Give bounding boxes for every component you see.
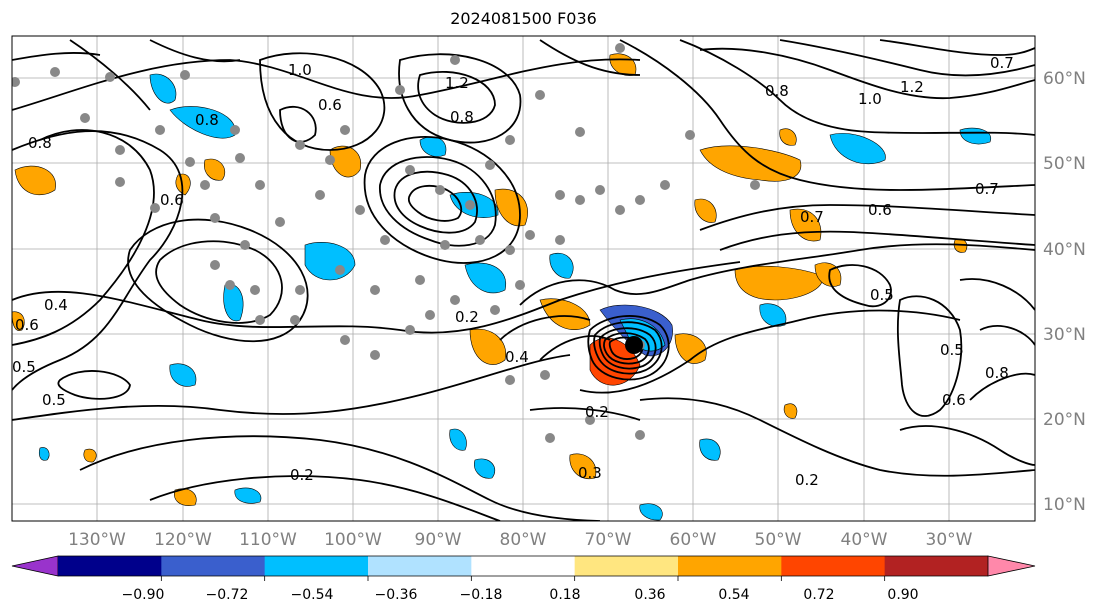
lat-tick-label: 40°N: [1043, 240, 1086, 260]
contour-label: 0.2: [585, 403, 609, 421]
contour-label: 0.6: [160, 191, 184, 209]
map-content: 0.2 0.2 0.2 0.2 0.3 0.4 0.4 0.5 0.5 0.5 …: [12, 36, 1035, 521]
colorbar-segment: [678, 556, 782, 576]
contour-label: 0.4: [505, 348, 529, 366]
contour-label: 0.6: [318, 96, 342, 114]
contour-label: 0.2: [290, 466, 314, 484]
contour-label: 0.7: [975, 180, 999, 198]
latitude-axis: 60°N 50°N 40°N 30°N 20°N 10°N: [1043, 69, 1086, 515]
contour-value-labels: 0.2 0.2 0.2 0.2 0.3 0.4 0.4 0.5 0.5 0.5 …: [12, 54, 1014, 489]
colorbar-segment: [781, 556, 886, 576]
contour-label: 0.6: [15, 316, 39, 334]
lon-tick-label: 60°W: [670, 530, 717, 550]
contour-label: 0.5: [12, 358, 36, 376]
contour-label: 0.5: [940, 341, 964, 359]
colorbar: −0.90 −0.72 −0.54 −0.36 −0.18 0.18 0.36 …: [11, 555, 1036, 603]
contour-label: 0.3: [578, 464, 602, 482]
colorbar-segment: [58, 556, 162, 576]
contour-label: 0.8: [985, 364, 1009, 382]
colorbar-tick-label: 0.18: [549, 587, 580, 603]
colorbar-tick-label: −0.36: [375, 587, 418, 603]
colorbar-tick-label: 0.36: [634, 587, 665, 603]
lon-tick-label: 30°W: [926, 530, 973, 550]
contour-label: 0.5: [42, 391, 66, 409]
colorbar-segment: [471, 556, 576, 576]
storm-center-marker: [625, 336, 643, 354]
lon-tick-label: 130°W: [68, 530, 126, 550]
contour-label: 0.2: [795, 471, 819, 489]
lon-tick-label: 80°W: [500, 530, 547, 550]
map-title: 2024081500 F036: [450, 9, 597, 28]
lat-tick-label: 60°N: [1043, 69, 1086, 89]
colorbar-segment: [574, 556, 679, 576]
lon-tick-label: 40°W: [841, 530, 888, 550]
map-frame-bg: [12, 36, 1035, 521]
shaded-anomalies: [12, 53, 992, 521]
colorbar-tick-labels: −0.90 −0.72 −0.54 −0.36 −0.18 0.18 0.36 …: [122, 587, 919, 603]
contour-label: 1.2: [445, 74, 469, 92]
colorbar-tick-label: −0.54: [291, 587, 334, 603]
contour-label: 1.2: [900, 78, 924, 96]
contour-label: 0.7: [990, 54, 1014, 72]
colorbar-segment: [264, 556, 369, 576]
lon-tick-label: 70°W: [585, 530, 632, 550]
colorbar-segment: [884, 556, 989, 576]
colorbar-segment: [368, 556, 472, 576]
colorbar-tick-label: 0.90: [887, 587, 918, 603]
colorbar-extend-high: [987, 555, 1036, 577]
colorbar-tick-label: −0.72: [206, 587, 249, 603]
contour-label: 0.8: [195, 111, 219, 129]
lon-tick-label: 100°W: [324, 530, 382, 550]
lat-tick-label: 10°N: [1043, 495, 1086, 515]
colorbar-tick-label: 0.72: [803, 587, 834, 603]
contour-label: 0.8: [765, 82, 789, 100]
colorbar-tick-label: 0.54: [718, 587, 749, 603]
lon-tick-label: 120°W: [154, 530, 212, 550]
colorbar-segment: [161, 556, 266, 576]
lon-tick-label: 90°W: [415, 530, 462, 550]
contour-label: 0.2: [455, 308, 479, 326]
colorbar-tick-label: −0.90: [122, 587, 165, 603]
map-frame-border: [11, 35, 1036, 522]
station-dots: [12, 43, 760, 443]
contour-label: 0.6: [942, 391, 966, 409]
colorbar-extend-low: [11, 555, 59, 577]
contour-label: 0.4: [44, 296, 68, 314]
lat-tick-label: 20°N: [1043, 410, 1086, 430]
lat-tick-label: 50°N: [1043, 154, 1086, 174]
contour-label: 0.7: [800, 208, 824, 226]
contour-label: 0.8: [28, 134, 52, 152]
contour-label: 0.6: [868, 201, 892, 219]
colorbar-tick-label: −0.18: [460, 587, 503, 603]
lon-tick-label: 110°W: [239, 530, 297, 550]
contour-label: 0.8: [450, 108, 474, 126]
contour-label: 1.0: [288, 61, 312, 79]
contour-label: 1.0: [858, 90, 882, 108]
lat-tick-label: 30°N: [1043, 325, 1086, 345]
contour-lines: [12, 39, 1035, 521]
lon-tick-label: 50°W: [755, 530, 802, 550]
longitude-axis: 130°W 120°W 110°W 100°W 90°W 80°W 70°W 6…: [68, 530, 973, 550]
contour-label: 0.5: [870, 286, 894, 304]
